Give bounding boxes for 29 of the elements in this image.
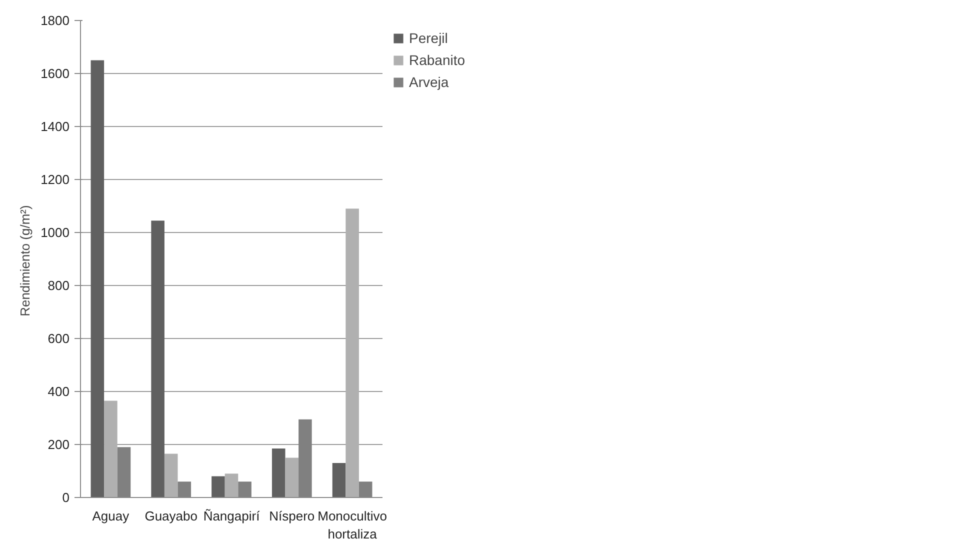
- bar: [90, 60, 104, 498]
- bar: [104, 400, 118, 498]
- y-tick-label: 1800: [40, 13, 70, 28]
- x-tick-label: Níspero: [269, 508, 315, 524]
- bar: [272, 448, 286, 498]
- x-tick-label: Guayabo: [144, 508, 198, 524]
- legend-label: Arveja: [409, 74, 449, 90]
- bar: [164, 454, 178, 498]
- y-tick-label: 1200: [40, 172, 70, 187]
- y-tick-label: 800: [48, 278, 70, 293]
- y-tick-label: 1600: [40, 66, 70, 81]
- legend-label: Perejil: [409, 30, 448, 46]
- y-tick-label: 1400: [40, 119, 70, 134]
- bar: [224, 474, 238, 498]
- y-tick-label: 200: [48, 437, 70, 452]
- y-tick-label: 0: [62, 490, 70, 505]
- bar: [346, 208, 359, 498]
- legend-label: Rabanito: [409, 52, 466, 68]
- y-axis-title: Rendimiento (g/m²): [18, 205, 33, 316]
- y-tick-label: 1000: [40, 225, 70, 240]
- bar: [212, 476, 225, 498]
- x-tick-label: Ñangapirí: [203, 508, 260, 524]
- bar: [151, 220, 164, 498]
- bar: [285, 458, 299, 498]
- y-tick-label: 600: [48, 331, 70, 346]
- x-tick-label: Monocultivo hortaliza: [318, 508, 387, 542]
- x-tick-label: Aguay: [92, 508, 130, 524]
- y-tick-label: 400: [48, 384, 70, 399]
- bar: [332, 463, 346, 498]
